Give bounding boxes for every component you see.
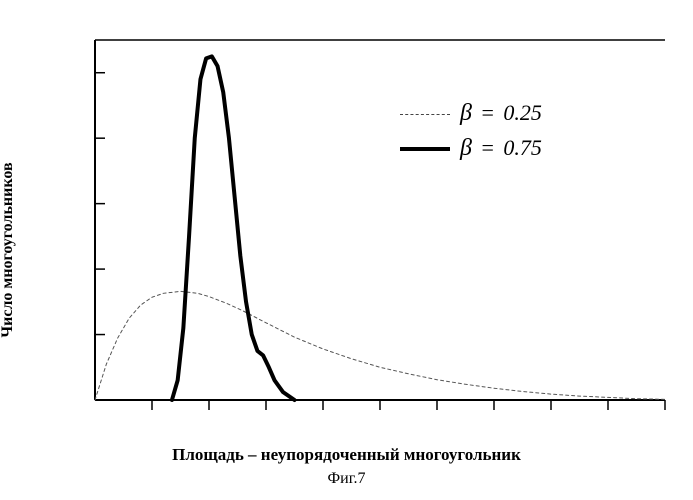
legend-line-icon <box>400 146 450 152</box>
x-axis-label: Площадь – неупорядоченный многоугольник <box>172 445 521 465</box>
legend-label: β = 0.75 <box>460 135 542 162</box>
legend-entry-2: β = 0.75 <box>400 135 542 162</box>
figure-caption: Фиг.7 <box>328 470 366 488</box>
legend-line-icon <box>400 111 450 117</box>
legend: β = 0.25 β = 0.75 <box>400 100 542 170</box>
chart-svg <box>0 0 693 430</box>
legend-label: β = 0.25 <box>460 100 542 127</box>
legend-entry-1: β = 0.25 <box>400 100 542 127</box>
y-axis-label: Число многоугольников <box>0 162 17 337</box>
